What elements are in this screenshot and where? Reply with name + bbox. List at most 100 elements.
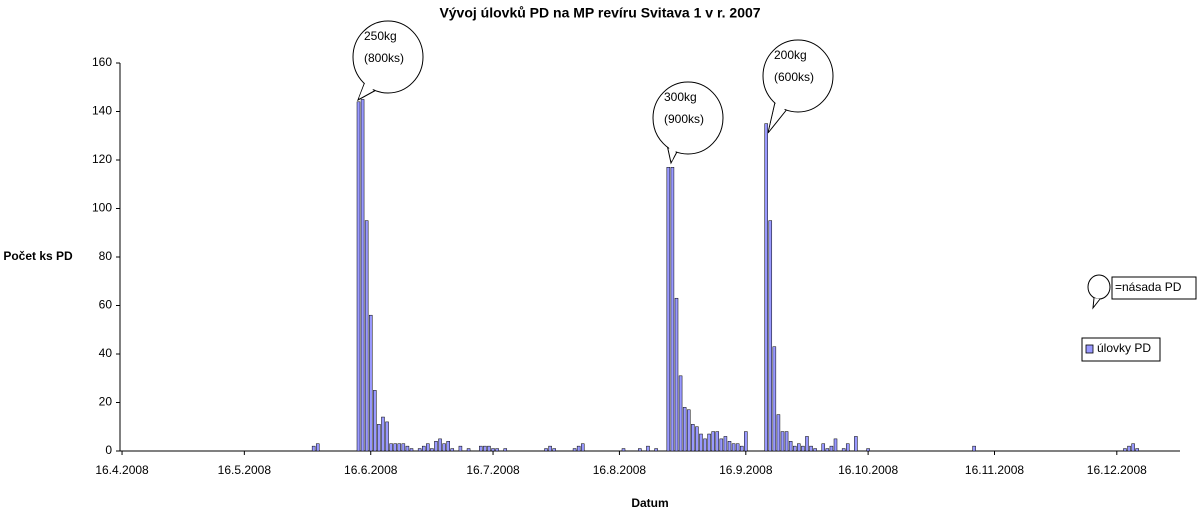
bar [833,438,838,452]
callout-bubble [352,20,424,94]
legend-bubble-icon [1087,274,1111,300]
bar [801,445,805,452]
chart-title: Vývoj úlovků PD na MP revíru Svitava 1 v… [439,5,760,21]
bar [854,436,858,452]
bar [719,438,724,452]
bar [841,448,846,452]
bar [1135,448,1139,452]
bar [821,443,826,452]
callout-tail-cover [667,139,677,161]
bar [385,421,389,452]
x-tick-label: 16.8.2008 [593,463,647,477]
bar [813,448,817,452]
x-tick-label: 16.11.2008 [965,463,1024,477]
bar [450,448,455,452]
bar [405,445,410,452]
bar [401,443,406,452]
bar [682,407,687,452]
callout-text: 250kg [364,29,397,43]
legend-note-box [1111,276,1197,300]
bar [580,443,585,452]
callout-bubble [762,39,834,113]
bar [544,448,548,452]
bar [373,390,377,452]
y-axis-label: Počet ks PD [3,249,73,263]
y-tick-label: 0 [105,443,112,457]
bar [715,431,720,452]
x-tick-label: 16.7.2008 [466,463,520,477]
bar [768,220,773,452]
bar [784,431,789,452]
bar [311,445,316,452]
y-tick-label: 140 [92,104,112,118]
bar [735,443,740,452]
bar [466,448,471,452]
bar [552,448,556,452]
bar [377,424,381,452]
y-tick-label: 100 [92,201,112,215]
y-tick-label: 120 [92,152,112,166]
callout-text: (800ks) [364,51,404,65]
bar [393,443,397,452]
callout-text: (600ks) [774,70,814,84]
legend-swatch [1085,344,1094,354]
callout-text: (900ks) [664,112,704,126]
x-tick-label: 16.6.2008 [344,463,398,477]
bar [389,443,393,452]
bar [739,445,744,452]
bar [548,445,552,452]
bar [699,433,703,452]
bar [1127,445,1131,452]
bar [576,445,581,452]
bar [866,448,870,452]
x-tick-label: 16.5.2008 [218,463,272,477]
callout-bubble [652,81,724,155]
bar [792,445,797,452]
bar [825,448,830,452]
bar [711,431,715,452]
bar [446,441,450,452]
bar [638,448,642,452]
bar [654,448,658,452]
x-tick-label: 16.12.2008 [1087,463,1147,477]
legend-note: =násada PD [1115,280,1182,294]
bar [495,448,499,452]
bar [487,445,491,452]
bar [1123,448,1127,452]
bar [686,409,691,452]
bar [438,438,442,452]
bar [458,445,463,452]
bar [646,445,650,452]
bar [727,441,732,452]
callout-tail-cover [359,78,377,98]
x-tick-label: 16.4.2008 [95,463,149,477]
y-tick-label: 160 [92,55,112,69]
bar [744,431,748,452]
y-tick-label: 20 [99,395,113,409]
bar [356,101,361,452]
y-tick-label: 60 [99,298,113,312]
bar [707,433,711,452]
bar [674,297,679,452]
bar [703,438,707,452]
bar [797,443,801,452]
bar [829,445,834,452]
bar [503,448,508,452]
y-tick-label: 40 [99,346,113,360]
legend-label: úlovky PD [1097,341,1151,355]
legend-bubble-tail [1092,297,1101,310]
bar [776,414,781,452]
callout-text: 200kg [774,48,807,62]
y-tick-label: 80 [99,249,113,263]
legend-box [1081,337,1161,362]
bar [364,220,369,452]
bar [426,443,430,452]
bar [315,443,320,452]
bar [483,445,487,452]
bar [479,445,483,452]
x-tick-label: 16.9.2008 [719,463,773,477]
callout-tail-cover [769,97,787,131]
bar [788,441,793,452]
bar [780,431,785,452]
